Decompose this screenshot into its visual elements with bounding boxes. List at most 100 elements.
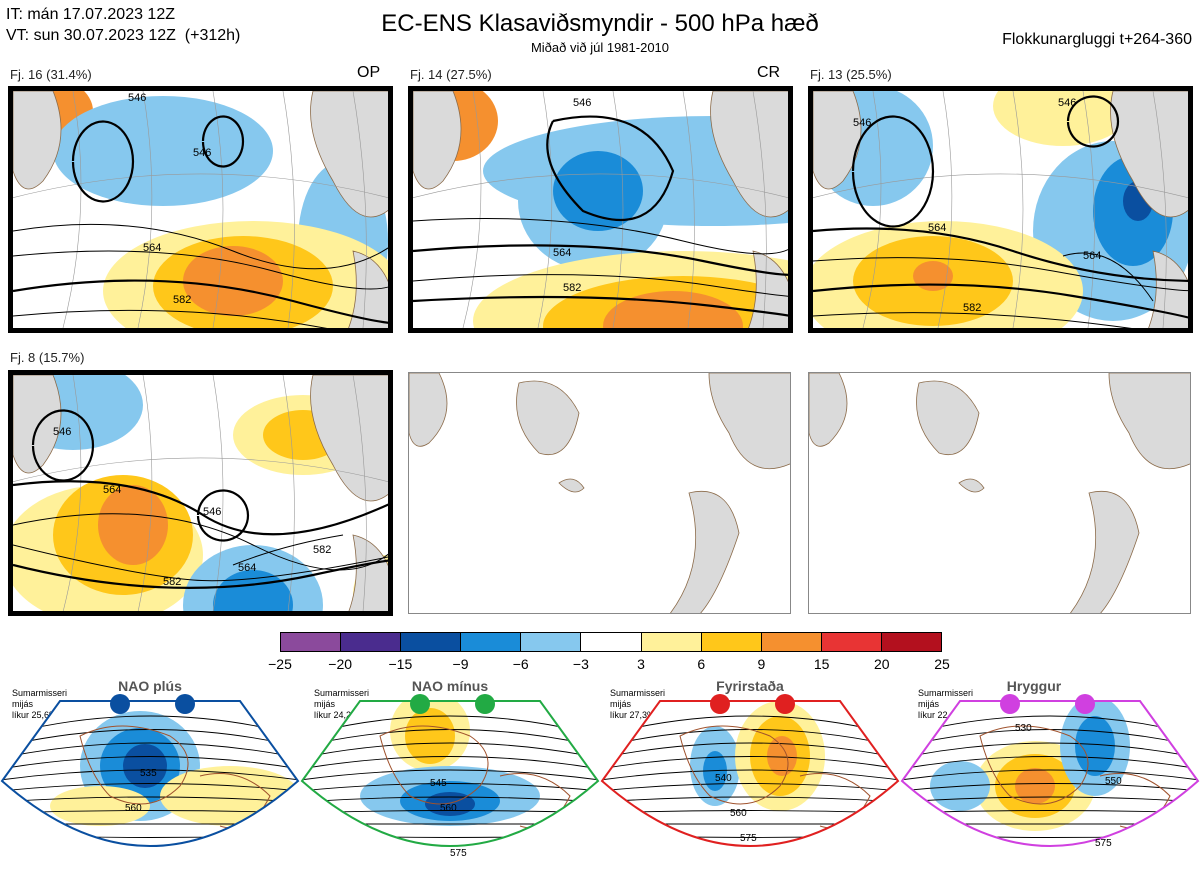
contour-label: 564 [928,222,946,234]
colorbar-swatch [340,633,401,651]
colorbar-swatch [281,633,341,651]
height-contour [1066,95,1120,148]
empty-map-panel-1 [408,372,791,614]
contour-label: 575 [1095,838,1112,849]
regime-map-border [300,700,600,847]
regime-marker-dot [1075,694,1095,714]
chart-subtitle: Miðað við júl 1981-2010 [530,40,670,55]
height-contour [13,513,388,571]
graticule-line [352,91,367,328]
colorbar-swatch [760,633,821,651]
height-contour [196,489,250,542]
regime-map: 535 560 [0,694,300,847]
colorbar-tick-label: 15 [813,656,830,672]
regime-map-content [302,701,598,846]
height-contour [13,309,328,328]
land-mass [958,478,985,493]
height-contour [232,534,344,566]
regime-map: 540 560 575 [600,694,900,847]
land-mass [413,91,462,190]
regime-info: Sumarmisseri mijás líkur 27,3% [610,688,666,720]
regime-marker-dot [475,694,495,714]
regime-marker-dot [110,694,130,714]
contour-label: 582 [313,544,331,556]
colorbar-swatch [580,633,641,651]
regime-nao-plus: NAO plús Sumarmisseri mijás líkur 25,6% … [0,676,300,871]
cluster-map-panel-3: 564 582 546 546 564 [808,86,1193,333]
land-mass [13,91,62,190]
height-contour [13,279,388,324]
panel-label-2: Fj. 14 (27.5%) [410,67,492,82]
regime-map-content [902,701,1198,846]
colorbar-tick-label: −9 [452,656,469,672]
colorbar-tick-label: 20 [874,656,890,672]
graticule-line [13,173,388,198]
land-mass [809,373,848,447]
colorbar-tick-label: −20 [328,656,353,672]
height-contour [602,769,898,781]
land-mass [348,250,388,328]
colorbar-swatch [820,633,881,651]
height-contour [902,769,1198,781]
regime-map-border [900,700,1200,847]
graticule-line [352,375,367,611]
it-line: IT: mán 17.07.2023 12Z [6,6,175,23]
contour-label: 560 [730,808,747,819]
regime-info: Sumarmisseri mijás líkur 24,2% [314,688,370,720]
vt-line: VT: sun 30.07.2023 12Z (+312h) [6,27,241,44]
empty-map [809,373,1190,613]
height-contour [902,756,1198,770]
graticule-line [537,91,553,328]
header-run-times: IT: mán 17.07.2023 12Z VT: sun 30.07.2023… [6,4,240,46]
land-mass [13,375,62,474]
contour-label: 564 [143,242,161,254]
height-contour [902,796,1198,803]
height-contour [2,769,298,781]
anomaly-area [767,736,797,776]
height-contour [602,796,898,803]
regime-map: 530 550 575 [900,694,1200,849]
graticule-line [212,91,224,328]
graticule-line [682,91,695,328]
contour-label: 564 [103,484,121,496]
anomaly-area [1075,716,1115,776]
contour-label: 546 [53,426,71,438]
colorbar-swatch [400,633,461,651]
height-contour [302,756,598,770]
graticule-line [137,91,153,328]
graticule-line [282,91,295,328]
graticule-line [137,375,153,611]
height-contour [13,480,388,536]
cluster-map: 564 546 546 582 582 564 [13,375,388,611]
height-contour [31,409,95,482]
height-contour [602,756,898,770]
contour-label: 530 [1015,723,1032,734]
land-mass [1148,250,1188,328]
anomaly-area [123,744,167,788]
colorbar-swatch [700,633,761,651]
regime-marker-dot [410,694,430,714]
regime-info: Sumarmisseri mijás líkur 25,6% [12,688,68,720]
cluster-map-panel-4: 564 546 546 582 582 564 [8,370,393,616]
height-contour [813,283,1188,319]
contour-label: 545 [430,778,447,789]
graticule-line [282,375,295,611]
height-contour [902,742,1198,759]
anomaly-area [183,246,283,316]
land-mass [669,491,740,613]
cluster-map: 564 582 546 546 564 [813,91,1188,328]
anomaly-area [98,485,168,565]
colorbar [280,632,942,652]
contour-label: 582 [173,294,191,306]
anomaly-area [993,91,1133,146]
coastline [79,725,189,805]
colorbar-swatch [460,633,521,651]
coastline [379,725,489,805]
regime-title: NAO plús [118,678,182,694]
height-contour [13,223,388,270]
land-mass [708,373,790,470]
contour-label: 540 [715,773,732,784]
colorbar-tick-label: −15 [388,656,413,672]
regime-map-border [0,700,300,847]
height-contour [13,250,388,290]
